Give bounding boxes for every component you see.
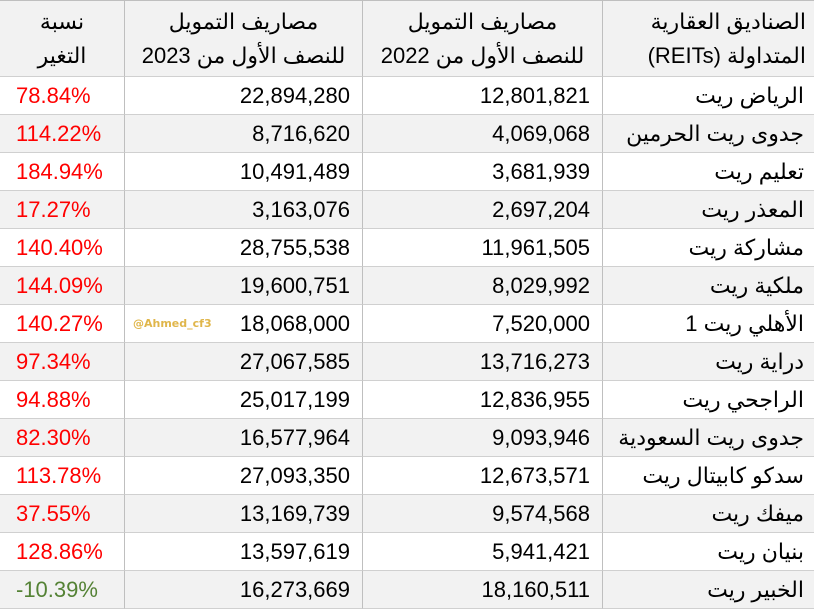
change-percent-cell: 128.86% [0,533,124,571]
header-2023-line1: مصاريف التمويل [168,8,319,34]
expense-2023-cell: 27,067,585 [124,343,362,381]
expense-2023-value: 22,894,280 [239,82,350,108]
expense-2023-value: 8,716,620 [252,120,350,146]
fund-name-cell: جدوى ريت الحرمين [602,115,814,153]
expense-2022-cell: 12,801,821 [362,77,602,115]
header-2022-line1: مصاريف التمويل [407,8,558,34]
header-fund-name-line2: المتداولة (REITs) [647,42,806,68]
fund-name-cell: الرياض ريت [602,77,814,115]
change-percent-cell: 94.88% [0,381,124,419]
change-percent-cell: 144.09% [0,267,124,305]
expense-2023-cell: 19,600,751 [124,267,362,305]
expense-2023-value: 16,273,669 [239,576,350,602]
expense-2023-value: 18,068,000 [239,310,350,336]
change-percent-cell: 184.94% [0,153,124,191]
fund-name-cell: المعذر ريت [602,191,814,229]
expense-2023-value: 3,163,076 [252,196,350,222]
header-fund-name: الصناديق العقارية المتداولة (REITs) [602,1,814,77]
expense-2023-value: 25,017,199 [239,386,350,412]
expense-2023-value: 19,600,751 [239,272,350,298]
change-percent-cell: 82.30% [0,419,124,457]
fund-name-cell: دراية ريت [602,343,814,381]
change-percent-cell: 97.34% [0,343,124,381]
header-2022-line2: للنصف الأول من 2022 [380,42,585,68]
expense-2023-cell: 13,169,739 [124,495,362,533]
expense-2022-cell: 4,069,068 [362,115,602,153]
expense-2023-value: 28,755,538 [239,234,350,260]
expense-2022-cell: 7,520,000 [362,305,602,343]
expense-2023-value: 10,491,489 [239,158,350,184]
expense-2023-cell: 16,273,669 [124,571,362,609]
expense-2022-cell: 2,697,204 [362,191,602,229]
change-percent-cell: 114.22% [0,115,124,153]
fund-name-cell: سدكو كابيتال ريت [602,457,814,495]
expense-2022-cell: 8,029,992 [362,267,602,305]
expense-2023-cell: 25,017,199 [124,381,362,419]
fund-name-cell: ملكية ريت [602,267,814,305]
header-change: نسبة التغير [0,1,124,77]
expense-2022-cell: 11,961,505 [362,229,602,267]
expense-2022-cell: 3,681,939 [362,153,602,191]
expense-2022-cell: 12,836,955 [362,381,602,419]
change-percent-cell: 78.84% [0,77,124,115]
expense-2022-cell: 18,160,511 [362,571,602,609]
fund-name-cell: جدوى ريت السعودية [602,419,814,457]
change-percent-cell: 140.27% [0,305,124,343]
expense-2023-cell: 13,597,619 [124,533,362,571]
fund-name-cell: تعليم ريت [602,153,814,191]
fund-name-cell: الراجحي ريت [602,381,814,419]
expense-2023-value: 13,169,739 [239,500,350,526]
expense-2023-cell: 16,577,964 [124,419,362,457]
expense-2023-cell: 3,163,076 [124,191,362,229]
expense-2022-cell: 9,574,568 [362,495,602,533]
fund-name-cell: الخبير ريت [602,571,814,609]
header-change-line2: التغير [37,42,87,68]
change-percent-cell: 17.27% [0,191,124,229]
header-2023-line2: للنصف الأول من 2023 [141,42,346,68]
change-percent-cell: 140.40% [0,229,124,267]
fund-name-cell: الأهلي ريت 1 [602,305,814,343]
header-2022: مصاريف التمويل للنصف الأول من 2022 [362,1,602,77]
expense-2023-cell: 27,093,350 [124,457,362,495]
change-percent-cell: -10.39% [0,571,124,609]
fund-name-cell: بنيان ريت [602,533,814,571]
expense-2023-cell: 10,491,489 [124,153,362,191]
expense-2023-cell: 8,716,620 [124,115,362,153]
fund-name-cell: مشاركة ريت [602,229,814,267]
expense-2023-cell: 22,894,280 [124,77,362,115]
header-fund-name-line1: الصناديق العقارية [650,8,806,34]
expense-2023-cell: @Ahmed_cf3 18,068,000 [124,305,362,343]
expense-2023-cell: 28,755,538 [124,229,362,267]
change-percent-cell: 113.78% [0,457,124,495]
expense-2023-value: 27,067,585 [239,348,350,374]
expense-2022-cell: 5,941,421 [362,533,602,571]
expense-2023-value: 13,597,619 [239,538,350,564]
expense-2022-cell: 13,716,273 [362,343,602,381]
change-percent-cell: 37.55% [0,495,124,533]
header-2023: مصاريف التمويل للنصف الأول من 2023 [124,1,362,77]
header-change-line1: نسبة [39,8,85,34]
expense-2022-cell: 12,673,571 [362,457,602,495]
expense-2022-cell: 9,093,946 [362,419,602,457]
expense-2023-value: 16,577,964 [239,424,350,450]
expense-2023-value: 27,093,350 [239,462,350,488]
fund-name-cell: ميفك ريت [602,495,814,533]
watermark-handle: @Ahmed_cf3 [133,317,212,330]
